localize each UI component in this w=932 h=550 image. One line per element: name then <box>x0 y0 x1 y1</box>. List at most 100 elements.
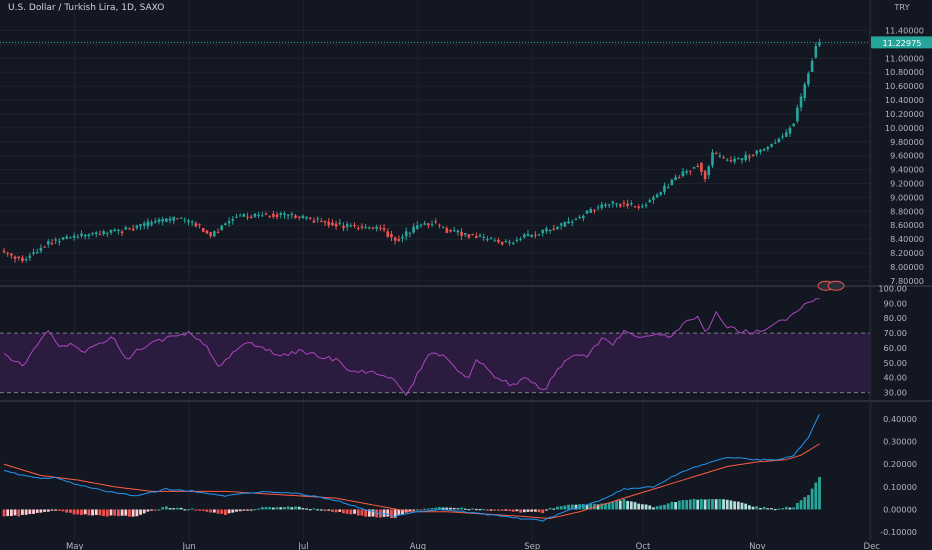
histogram-bar <box>260 507 264 510</box>
candle-body <box>201 228 205 232</box>
histogram-bar <box>493 509 497 511</box>
candle-body <box>157 219 161 222</box>
histogram-bar <box>390 509 393 519</box>
histogram-bar <box>338 509 342 512</box>
candle-body <box>419 224 423 226</box>
candle-body <box>404 231 408 237</box>
histogram-bar <box>696 499 700 510</box>
candle-body <box>50 243 54 245</box>
histogram-bar <box>423 508 427 510</box>
price-tick-label: 7.80000 <box>890 276 924 286</box>
histogram-bar <box>788 507 792 510</box>
histogram-bar <box>17 509 21 517</box>
histogram-bar <box>6 509 10 517</box>
histogram-bar <box>356 509 360 516</box>
histogram-bar <box>161 507 165 510</box>
candle-body <box>648 200 652 203</box>
candle-body <box>305 216 308 219</box>
time-axis[interactable]: May Jun Jul Aug Sep Oct Nov Dec <box>66 542 880 550</box>
histogram-bar <box>607 502 611 510</box>
candle-body <box>585 210 589 214</box>
candle-body <box>415 225 419 229</box>
histogram-bar <box>264 507 268 510</box>
histogram-bar <box>13 509 17 516</box>
histogram-bar <box>556 506 559 510</box>
histogram-bar <box>150 509 153 511</box>
candle-body <box>744 154 747 160</box>
rsi-tick-label: 50.00 <box>884 358 907 368</box>
candle-body <box>563 221 567 227</box>
candle-body <box>537 234 541 236</box>
candle-body <box>633 206 637 208</box>
candle-body <box>412 226 415 233</box>
histogram-bar <box>777 508 781 510</box>
rsi-tick-label: 60.00 <box>884 343 907 353</box>
candle-body <box>308 217 312 219</box>
histogram-bar <box>323 509 327 512</box>
candle-body <box>198 224 201 226</box>
histogram-bar <box>474 508 478 511</box>
histogram-bar <box>688 499 692 510</box>
histogram-bar <box>526 509 530 512</box>
histogram-bar <box>747 505 751 510</box>
candle-body <box>530 234 533 237</box>
candle-body <box>290 213 294 215</box>
candle-body <box>556 226 559 230</box>
candle-body <box>663 185 666 193</box>
histogram-bar <box>364 509 368 517</box>
candle-body <box>54 239 57 241</box>
histogram-bar <box>419 509 423 511</box>
grid-lines <box>0 0 873 540</box>
macd-tick-label: 0.10000 <box>883 482 917 492</box>
histogram-bar <box>312 508 316 510</box>
histogram-bar <box>249 509 253 511</box>
histogram-bar <box>674 502 677 510</box>
candle-body <box>135 225 139 229</box>
candle-body <box>102 231 105 235</box>
candle-body <box>711 152 714 166</box>
histogram-bar <box>482 509 486 511</box>
candle-body <box>80 233 83 236</box>
histogram-bar <box>755 506 759 510</box>
histogram-bar <box>194 509 198 511</box>
candle-body <box>759 149 762 152</box>
candle-body <box>249 216 253 218</box>
last-price-text: 11.22975 <box>882 38 921 48</box>
histogram-bar <box>65 509 69 513</box>
price-axis[interactable]: 7.80000 8.00000 8.20000 8.40000 8.60000 8.800… <box>878 26 924 538</box>
candle-body <box>456 230 460 233</box>
candle-body <box>364 227 367 229</box>
candle-body <box>331 222 334 226</box>
candle-body <box>142 223 146 226</box>
candle-body <box>279 213 283 215</box>
histogram-bar <box>489 509 493 511</box>
candle-body <box>552 228 556 231</box>
candle-body <box>559 223 563 226</box>
price-tick-label: 8.40000 <box>890 234 924 244</box>
histogram-bar <box>711 498 714 510</box>
candle-body <box>670 179 674 185</box>
candle-body <box>345 224 349 227</box>
histogram-bar <box>563 505 567 510</box>
histogram-bar <box>50 509 54 511</box>
candle-body <box>500 241 504 245</box>
price-tick-label: 9.60000 <box>890 151 924 161</box>
candle-body <box>183 219 187 221</box>
month-tick-label: Jun <box>181 542 195 550</box>
candle-body <box>32 252 35 254</box>
candle-body <box>349 225 353 227</box>
candle-body <box>342 226 345 229</box>
histogram-bar <box>663 504 666 510</box>
rsi-tick-label: 40.00 <box>884 373 907 383</box>
histogram-bar <box>146 509 150 512</box>
candle-body <box>124 227 128 230</box>
candles <box>0 38 870 263</box>
histogram-bar <box>530 509 534 512</box>
histogram-bar <box>227 509 231 514</box>
histogram-bar <box>714 499 718 510</box>
candle-body <box>87 234 91 237</box>
candle-body <box>242 214 246 217</box>
month-tick-label: Oct <box>636 542 651 550</box>
